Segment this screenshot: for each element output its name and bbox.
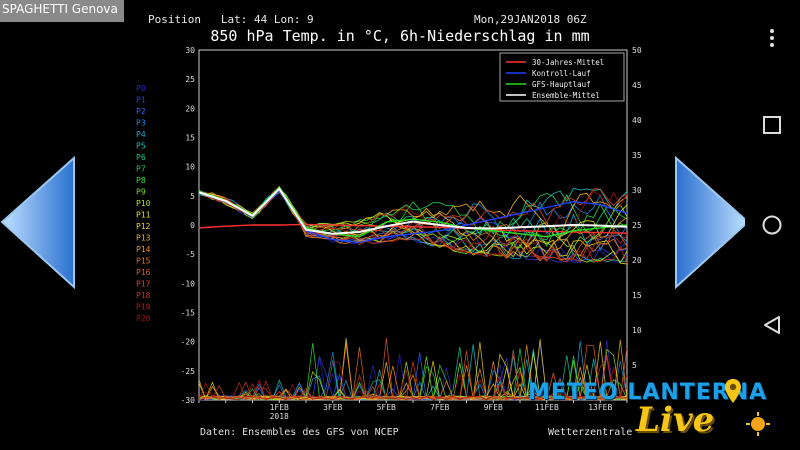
legend-label: Kontroll-Lauf xyxy=(532,69,591,78)
member-label: P12 xyxy=(136,222,151,231)
y-right-tick-label: 15 xyxy=(632,291,642,300)
system-nav-bar xyxy=(745,0,800,450)
precip-line xyxy=(198,354,628,401)
y-right-tick-label: 5 xyxy=(632,361,637,370)
member-label: P18 xyxy=(136,291,151,300)
member-label: P2 xyxy=(136,107,146,116)
y-left-tick-label: 20 xyxy=(185,104,195,113)
y-left-tick-label: -30 xyxy=(181,396,196,405)
y-right-tick-label: 25 xyxy=(632,221,642,230)
y-left-tick-label: -10 xyxy=(181,279,196,288)
legend: 30-Jahres-Mittel Kontroll-Lauf GFS-Hauptla… xyxy=(499,52,625,102)
member-label: P15 xyxy=(136,257,151,266)
precip-line xyxy=(198,369,628,401)
x-tick-label: 9FEB xyxy=(484,403,503,412)
y-left-tick-label: 10 xyxy=(185,163,195,172)
y-right-tick-label: 30 xyxy=(632,186,642,195)
precip-line xyxy=(198,361,628,401)
legend-box xyxy=(499,52,625,102)
square-icon[interactable] xyxy=(761,114,783,136)
app-title: SPAGHETTI Genova xyxy=(0,0,124,22)
series-line xyxy=(198,223,628,234)
chart-title: 850 hPa Temp. in °C, 6h-Niederschlag in … xyxy=(210,27,590,45)
y-left-tick-label: 15 xyxy=(185,134,195,143)
member-label: P7 xyxy=(136,165,146,174)
y-right-tick-label: 20 xyxy=(632,256,642,265)
position-readout: Position Lat: 44 Lon: 9 xyxy=(148,13,314,26)
member-label: P6 xyxy=(136,153,146,162)
run-timestamp: Mon,29JAN2018 06Z xyxy=(474,13,587,26)
member-label: P11 xyxy=(136,211,151,220)
member-label: P8 xyxy=(136,176,146,185)
sun-icon xyxy=(746,412,770,436)
series-line xyxy=(198,185,628,238)
member-label: P4 xyxy=(136,130,146,139)
y-left-tick-label: -25 xyxy=(181,367,196,376)
x-tick-label: 13FEB xyxy=(588,403,612,412)
y-left-tick-label: 25 xyxy=(185,75,195,84)
x-tick-label: 7FEB xyxy=(430,403,449,412)
y-right-tick-label: 40 xyxy=(632,116,642,125)
logo-script: Live xyxy=(636,400,715,440)
x-tick-label: 5FEB xyxy=(377,403,396,412)
circle-icon[interactable] xyxy=(761,214,783,236)
y-right-tick-label: 10 xyxy=(632,326,642,335)
member-label: P19 xyxy=(136,303,151,312)
member-label: P3 xyxy=(136,119,146,128)
credit: Wetterzentrale xyxy=(548,427,633,438)
meteo-lanterna-logo: METEO LANTERNA Live xyxy=(528,379,778,446)
member-label: P1 xyxy=(136,96,146,105)
more-vert-icon[interactable] xyxy=(761,27,783,49)
temp-lines xyxy=(198,185,628,265)
location-pin-icon xyxy=(725,379,741,403)
member-label: P17 xyxy=(136,280,151,289)
y-left-tick-label: -20 xyxy=(181,338,196,347)
x-tick-label: 1FEB xyxy=(270,403,289,412)
y-left-tick-label: -15 xyxy=(181,309,196,318)
member-label: P0 xyxy=(136,84,146,93)
legend-label: GFS-Hauptlauf xyxy=(532,80,591,89)
left-arrow-icon[interactable] xyxy=(0,155,80,290)
member-line xyxy=(198,185,628,260)
series-line xyxy=(198,187,628,235)
y-left-tick-label: -5 xyxy=(185,250,195,259)
member-label: P10 xyxy=(136,199,151,208)
member-label: P9 xyxy=(136,188,146,197)
y-right-tick-label: 35 xyxy=(632,151,642,160)
member-label: P13 xyxy=(136,234,151,243)
y-right-tick-label: 50 xyxy=(632,46,642,55)
y-left-tick-label: 5 xyxy=(190,192,195,201)
triangle-back-icon[interactable] xyxy=(761,314,783,336)
legend-label: 30-Jahres-Mittel xyxy=(532,58,604,67)
y-left-tick-label: 0 xyxy=(190,221,195,230)
precip-line xyxy=(198,344,628,401)
right-arrow-icon[interactable] xyxy=(672,155,752,290)
x-tick-label: 11FEB xyxy=(535,403,559,412)
member-label: P16 xyxy=(136,268,151,277)
y-right-tick-label: 45 xyxy=(632,81,642,90)
y-left-tick-label: 30 xyxy=(185,46,195,55)
member-label: P20 xyxy=(136,314,151,323)
x-tick-label: 3FEB xyxy=(323,403,342,412)
member-label: P5 xyxy=(136,142,146,151)
legend-label: Ensemble-Mittel xyxy=(532,91,600,100)
data-source: Daten: Ensembles des GFS von NCEP xyxy=(200,427,399,438)
precip-lines xyxy=(198,337,628,402)
member-labels: P0 P1 P2 P3 P4 P5 P6 P7 P8 P9 P10 P11 P12 P13 P14 P15 P1… xyxy=(136,84,151,323)
member-label: P14 xyxy=(136,245,151,254)
x-year-label: 2018 xyxy=(270,412,289,421)
